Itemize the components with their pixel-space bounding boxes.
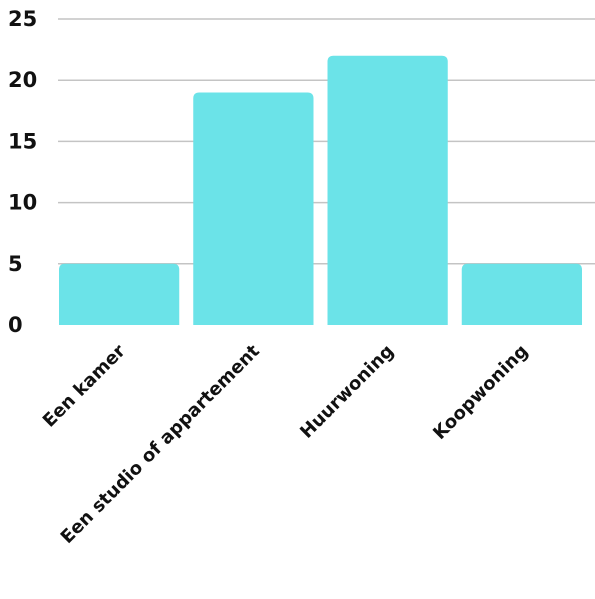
- y-tick-label: 25: [8, 7, 37, 31]
- x-category-label: Een kamer: [39, 341, 130, 432]
- bars: [59, 55, 582, 325]
- y-axis-ticks: 0 5 10 15 20 25: [8, 7, 37, 337]
- x-category-label: Koopwoning: [429, 341, 532, 444]
- bar: [461, 263, 582, 325]
- y-tick-label: 10: [8, 191, 37, 215]
- y-tick-label: 0: [8, 313, 23, 337]
- bar: [193, 92, 314, 325]
- bar: [59, 263, 180, 325]
- x-category-label: Huurwoning: [296, 341, 398, 443]
- gridlines: [58, 18, 595, 265]
- y-tick-label: 5: [8, 252, 23, 276]
- y-tick-label: 15: [8, 129, 37, 153]
- bar: [327, 55, 448, 325]
- y-tick-label: 20: [8, 68, 37, 92]
